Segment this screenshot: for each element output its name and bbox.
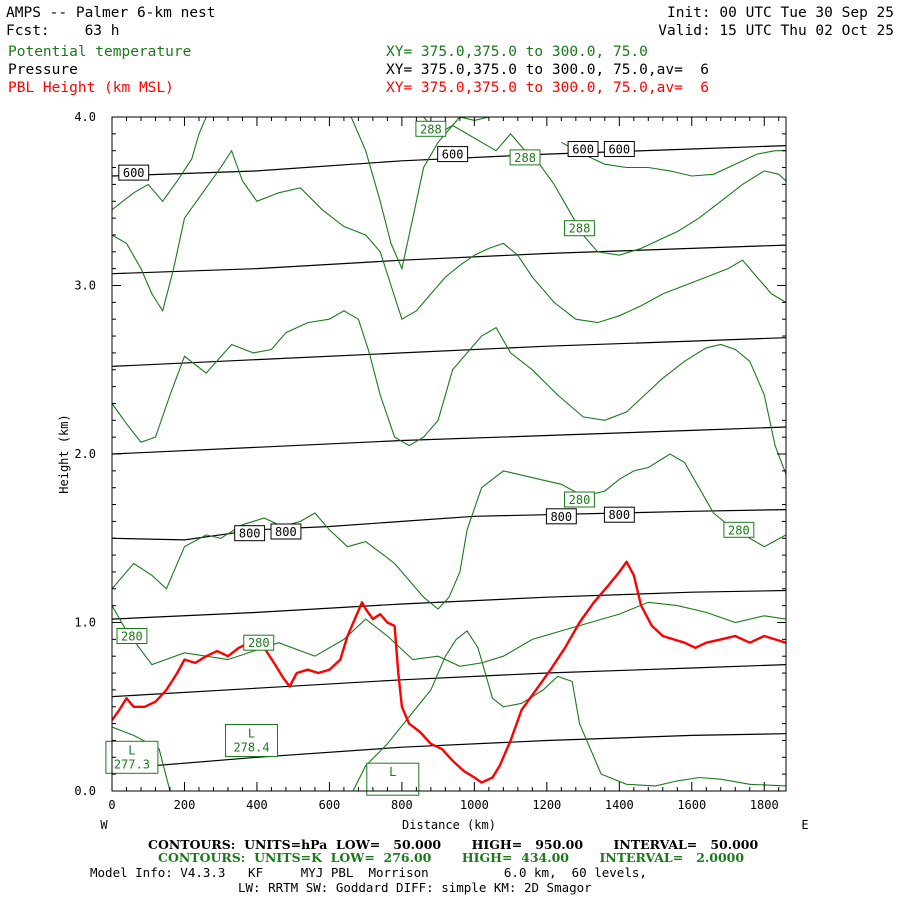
pressure-contour-4 [112, 426, 786, 455]
pressure-label-7-box [603, 506, 635, 523]
theta-label-0-box [415, 120, 447, 137]
theta-label-5: 280 [121, 630, 143, 644]
west-label: W [100, 818, 108, 832]
pressure-label-6: 800 [550, 510, 572, 524]
low-marker-box-2 [366, 762, 420, 796]
pressure-contour-2 [112, 589, 786, 620]
axis-ticks: 0 200 400 600 800 1000 1200 1400 1600 1800 0.0 1.0 2… [74, 110, 786, 812]
low-marker-box-1 [225, 724, 278, 757]
x-tick-label-2: 400 [246, 798, 268, 812]
plot-frame [111, 116, 787, 792]
pressure-contour-6 [112, 244, 786, 275]
pressure-label-4-box [234, 525, 266, 542]
model-title: AMPS -- Palmer 6-km nest [6, 5, 216, 21]
low-marker-value-0: 277.3 [114, 757, 150, 771]
field-pbl-name: PBL Height (km MSL) [8, 80, 174, 96]
field-theta-xy: XY= 375.0,375.0 to 300.0, 75.0 [386, 44, 648, 60]
field-theta-name: Potential temperature [8, 44, 192, 60]
theta-label-5-box [116, 628, 148, 644]
y-tick-label-0: 0.0 [74, 784, 96, 798]
forecast-hour: Fcst: 63 h [6, 23, 120, 39]
contour-labels: 600 600 600 600 800 800 800 800 288 288 288 280 280 2… [105, 120, 755, 796]
theta-label-1-box [509, 149, 541, 166]
theta-label-6: 280 [248, 636, 270, 650]
pressure-contour-3 [112, 509, 786, 541]
pressure-label-3: 600 [608, 143, 630, 157]
y-tick-label-4: 4.0 [74, 110, 96, 124]
x-tick-label-6: 1200 [532, 798, 561, 812]
x-axis-label: Distance (km) [402, 818, 496, 832]
pressure-label-5-box [270, 523, 302, 540]
x-tick-label-5: 1000 [460, 798, 489, 812]
y-tick-label-3: 3.0 [74, 279, 96, 293]
pressure-label-0: 600 [123, 166, 145, 180]
theta-label-2-box [564, 220, 595, 237]
theta-label-0: 288 [420, 122, 442, 136]
x-tick-label-8: 1600 [677, 798, 706, 812]
theta-label-3: 280 [569, 493, 591, 507]
y-tick-label-1: 1.0 [74, 616, 96, 630]
pressure-label-2-box [567, 141, 599, 157]
theta-label-1: 288 [514, 151, 536, 165]
field-pressure-xy: XY= 375.0,375.0 to 300.0, 75.0,av= 6 [386, 62, 710, 78]
theta-label-3-box [564, 491, 595, 508]
theta-contour-7 [350, 117, 786, 271]
pressure-contour-1 [112, 664, 786, 698]
footer-model-info-2: LW: RRTM SW: Goddard DIFF: simple KM: 2D… [238, 880, 592, 895]
theta-contour-9 [561, 141, 786, 177]
theta-contour-6 [112, 117, 214, 211]
field-pressure-name: Pressure [8, 62, 78, 78]
pbl-height-series [112, 560, 786, 784]
init-time: Init: 00 UTC Tue 30 Sep 25 [667, 5, 894, 21]
footer-theta-contours: CONTOURS: UNITS=K LOW= 276.00 HIGH= 434.… [158, 850, 745, 865]
theta-contour-5 [112, 149, 786, 324]
pressure-label-2: 600 [572, 143, 594, 157]
pressure-label-3-box [603, 141, 635, 157]
low-marker-letter-0: L [128, 743, 135, 757]
theta-label-2: 288 [569, 222, 591, 236]
low-marker-letter-2: L [389, 765, 396, 779]
x-tick-label-4: 800 [391, 798, 413, 812]
footer-model-info-1: Model Info: V4.3.3 KF MYJ PBL Morrison 6… [90, 865, 647, 880]
pressure-label-7: 800 [608, 508, 630, 522]
footer-pressure-contours: CONTOURS: UNITS=hPa LOW= 50.000 HIGH= 95… [148, 837, 759, 852]
theta-contours [112, 117, 786, 791]
pressure-contour-7 [112, 145, 786, 177]
pressure-contours [112, 145, 786, 770]
pressure-contour-5 [112, 337, 786, 367]
x-tick-label-0: 0 [108, 798, 115, 812]
theta-contour-2 [112, 601, 786, 667]
x-tick-label-9: 1800 [750, 798, 779, 812]
theta-contour-3 [112, 453, 786, 610]
x-tick-label-3: 600 [319, 798, 341, 812]
y-tick-label-2: 2.0 [74, 447, 96, 461]
x-tick-label-1: 200 [174, 798, 196, 812]
pressure-label-5: 800 [275, 525, 297, 539]
theta-contour-4 [112, 310, 786, 475]
low-marker-value-1: 278.4 [233, 741, 269, 755]
pbl-height-line [112, 560, 786, 784]
east-label: E [801, 818, 808, 832]
pressure-contour-0 [112, 733, 786, 770]
theta-label-4: 280 [728, 523, 750, 537]
field-pbl-xy: XY= 375.0,375.0 to 300.0, 75.0,av= 6 [386, 80, 710, 96]
theta-label-6-box [243, 634, 275, 651]
pressure-label-6-box [545, 508, 577, 525]
pressure-label-4: 800 [239, 527, 261, 541]
valid-time: Valid: 15 UTC Thu 02 Oct 25 [658, 23, 894, 39]
theta-label-4-box [723, 521, 755, 538]
low-marker-letter-1: L [248, 727, 255, 741]
pressure-label-0-box [118, 164, 150, 181]
pressure-label-1-box [437, 146, 469, 163]
x-tick-label-7: 1400 [605, 798, 634, 812]
pressure-label-1: 600 [442, 148, 464, 162]
y-axis-label: Height (km) [57, 414, 71, 493]
